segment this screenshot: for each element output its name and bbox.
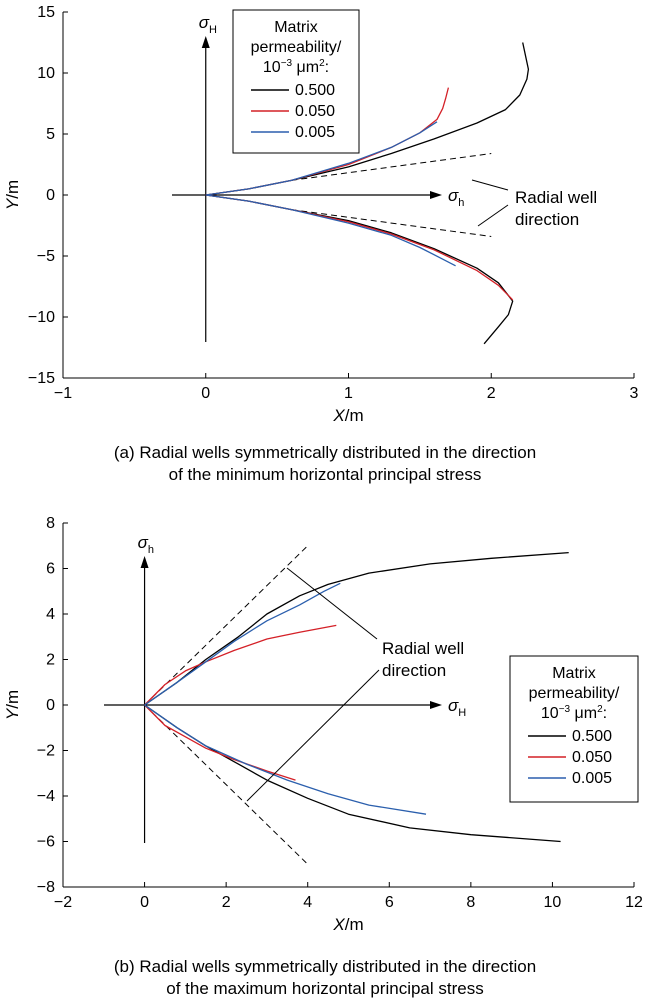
chart-a-legend-label-0: 0.500	[295, 82, 335, 99]
chart-b-y-tick-label: 6	[46, 561, 55, 578]
chart-b-horizontal-stress-arrowhead	[430, 701, 442, 709]
chart-b-legend-title-line-2: permeability/	[529, 685, 620, 702]
chart-a-horizontal-stress-label: σh	[448, 186, 464, 209]
chart-a-vertical-stress-arrowhead	[201, 36, 210, 48]
chart-b-x-tick-label: 4	[303, 894, 312, 911]
chart-a-y-axis-title: Y/m	[3, 180, 22, 210]
chart-b-annotation-line-0: Radial well	[382, 639, 464, 658]
chart-b-plot: −2 0 2 4 6 8 10 12 −8 −6 −4 −2 0 2 4 6 8 X/m Y/m σh σH Radial…	[3, 515, 643, 934]
figure-a-caption-line-2: of the minimum horizontal principal stre…	[168, 465, 482, 484]
chart-a-y-tick-label: 15	[37, 4, 55, 21]
chart-b-series-0-lower-line	[144, 704, 561, 843]
chart-a-y-tick-label: −10	[28, 309, 55, 326]
chart-b-x-tick-label: 10	[544, 894, 562, 911]
chart-b-y-tick-label: 8	[46, 515, 55, 532]
chart-b-series-1-upper-line	[144, 624, 337, 706]
chart-b-series-1-lower-line	[144, 704, 296, 781]
chart-b-y-tick-label: 2	[46, 652, 55, 669]
figure-b-caption: (b) Radial wells symmetrically distribut…	[0, 956, 650, 1000]
chart-b-y-tick-label: 4	[46, 606, 55, 623]
chart-b-y-tick-label: −6	[37, 834, 55, 851]
figure-b: −2 0 2 4 6 8 10 12 −8 −6 −4 −2 0 2 4 6 8 X/m Y/m σh σH Radial…	[0, 500, 650, 1002]
chart-a-y-tick-label: −5	[37, 248, 55, 265]
chart-a-y-tick-label: −15	[28, 370, 55, 387]
chart-a-legend-box	[232, 9, 360, 154]
chart-b-vertical-stress-arrowhead	[140, 556, 149, 568]
chart-b-annotation-leader-line	[246, 669, 380, 802]
chart-b-y-tick-label: −8	[37, 879, 55, 896]
chart-a-x-tick-label: 1	[344, 385, 353, 402]
chart-a-annotation-leader-line	[477, 204, 509, 227]
figure-a: −1 0 1 2 3 −15 −10 −5 0 5 10 15 X/m Y/m σH σh Radial wel…	[0, 0, 650, 500]
figure-b-caption-line-1: (b) Radial wells symmetrically distribut…	[113, 957, 537, 976]
chart-b-x-tick-label: 6	[385, 894, 394, 911]
chart-a-y-tick-label: 10	[37, 65, 55, 82]
chart-b-x-tick-label: 12	[625, 894, 643, 911]
chart-a-vertical-stress-label: σH	[199, 13, 217, 36]
chart-a-legend-label-2: 0.005	[295, 124, 335, 141]
chart-b-series-0-upper-line	[144, 551, 569, 706]
figure-a-caption: (a) Radial wells symmetrically distribut…	[0, 442, 650, 486]
chart-a-x-tick-label: 2	[487, 385, 496, 402]
chart-a-well-direction-dashed-line	[291, 209, 492, 237]
chart-b-x-tick-label: 0	[140, 894, 149, 911]
chart-b-legend-title-line-1: Matrix	[552, 665, 596, 682]
chart-b-y-axis-title: Y/m	[3, 690, 22, 720]
chart-a-series-2-upper-line	[205, 121, 438, 196]
chart-a-x-tick-label: 3	[630, 385, 639, 402]
chart-b-annotation-leader-line	[286, 567, 378, 640]
chart-b-legend-label-1: 0.050	[572, 749, 612, 766]
chart-b-y-tick-label: −2	[37, 743, 55, 760]
chart-a-y-tick-label: 0	[46, 187, 55, 204]
chart-a-legend-title-line-2: permeability/	[251, 39, 342, 56]
chart-b-series-2-lower-line	[144, 704, 427, 815]
chart-b-x-tick-label: −2	[54, 894, 72, 911]
chart-a-legend-label-1: 0.050	[295, 103, 335, 120]
chart-b-x-tick-label: 8	[466, 894, 475, 911]
figure-a-caption-line-1: (a) Radial wells symmetrically distribut…	[113, 443, 537, 462]
chart-a-series-1-lower-line	[205, 194, 514, 301]
chart-b-annotation-line-1: direction	[382, 661, 446, 680]
chart-a-legend-title-line-1: Matrix	[274, 19, 318, 36]
chart-a-series-0-lower-line	[205, 194, 514, 345]
chart-a-horizontal-stress-arrowhead	[430, 191, 442, 199]
chart-b-x-axis-title: X/m	[332, 915, 363, 934]
chart-a-annotation-line-0: Radial well	[515, 188, 597, 207]
chart-a-well-direction-dashed-line	[291, 153, 492, 181]
chart-b-well-direction-dashed-line	[144, 545, 309, 706]
figure-b-caption-line-2: of the maximum horizontal principal stre…	[166, 979, 484, 998]
chart-b-y-tick-label: −4	[37, 788, 55, 805]
chart-b-horizontal-stress-label: σH	[448, 696, 466, 719]
chart-a-series-2-lower-line	[205, 194, 456, 267]
chart-a-legend-title-line-3: 10−3 μm2:	[263, 58, 329, 76]
chart-a-x-tick-label: 0	[201, 385, 210, 402]
chart-b-x-tick-label: 2	[222, 894, 231, 911]
chart-b-legend-label-2: 0.005	[572, 770, 612, 787]
chart-b-legend-title-line-3: 10−3 μm2:	[541, 704, 607, 722]
chart-b-series-2-upper-line	[144, 582, 341, 706]
chart-a-x-axis-title: X/m	[332, 406, 363, 425]
chart-a-annotation-leader-line	[471, 179, 509, 191]
chart-a-x-tick-label: −1	[54, 385, 72, 402]
chart-a-annotation-line-1: direction	[515, 210, 579, 229]
chart-b-legend-label-0: 0.500	[572, 728, 612, 745]
chart-b-vertical-stress-label: σh	[138, 533, 154, 556]
chart-b-well-direction-dashed-line	[144, 704, 309, 865]
chart-b-y-tick-label: 0	[46, 697, 55, 714]
chart-a-y-tick-label: 5	[46, 126, 55, 143]
